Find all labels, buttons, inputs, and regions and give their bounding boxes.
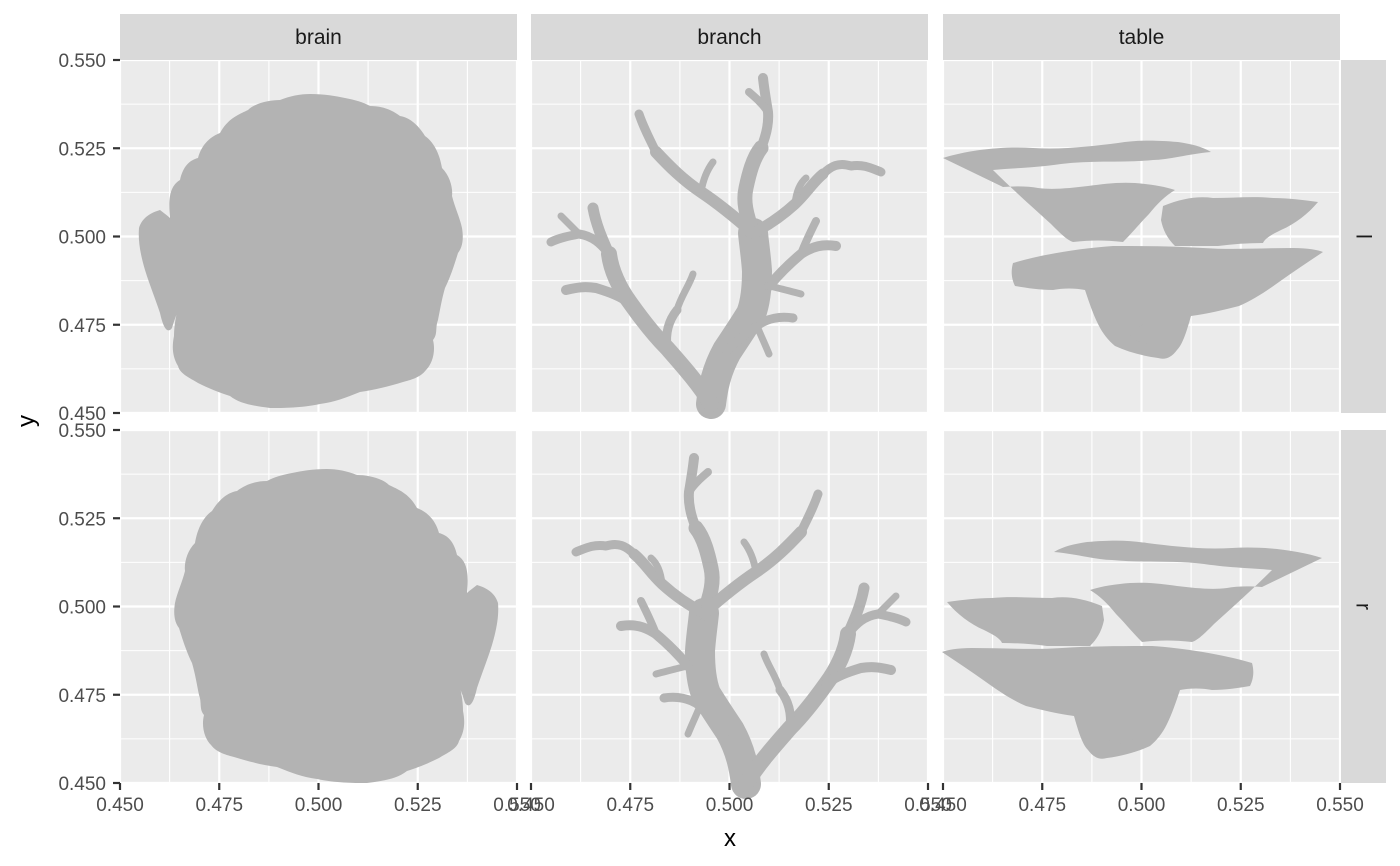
x-tick-label: 0.525 bbox=[394, 795, 442, 816]
y-tick-label: 0.500 bbox=[58, 228, 106, 249]
strips: brain branch table l r bbox=[120, 14, 1386, 783]
strip-label: brain bbox=[295, 26, 342, 49]
x-tick-label: 0.500 bbox=[706, 795, 754, 816]
strip-background bbox=[1341, 60, 1386, 413]
strip-r: r bbox=[1341, 430, 1386, 783]
strip-branch: branch bbox=[531, 14, 928, 60]
strip-background bbox=[120, 14, 517, 60]
x-tick-label: 0.525 bbox=[805, 795, 853, 816]
x-tick-label: 0.550 bbox=[1316, 795, 1364, 816]
strip-background bbox=[943, 14, 1340, 60]
y-tick-label: 0.475 bbox=[58, 316, 106, 337]
panel-table-r bbox=[941, 428, 1342, 785]
strip-background bbox=[531, 14, 928, 60]
x-tick-label: 0.475 bbox=[195, 795, 243, 816]
panels bbox=[118, 58, 1342, 785]
panel-table-l bbox=[941, 58, 1342, 415]
x-tick-label: 0.525 bbox=[1217, 795, 1265, 816]
strip-l: l bbox=[1341, 60, 1386, 413]
y-tick-label: 0.475 bbox=[58, 686, 106, 707]
strip-background bbox=[1341, 430, 1386, 783]
x-tick-label: 0.500 bbox=[1118, 795, 1166, 816]
x-axis-title: x bbox=[724, 825, 736, 852]
y-tick-label: 0.550 bbox=[58, 51, 106, 72]
panel-branch-l bbox=[529, 58, 930, 413]
panel-brain-l bbox=[118, 58, 519, 415]
x-tick-label: 0.550 bbox=[493, 795, 541, 816]
axes: 0.4500.4750.5000.5250.5500.4500.4750.500… bbox=[58, 51, 1363, 816]
strip-label: branch bbox=[697, 26, 761, 49]
x-tick-label: 0.450 bbox=[96, 795, 144, 816]
panel-brain-r bbox=[118, 428, 519, 785]
panel-branch-r bbox=[529, 428, 930, 784]
y-tick-label: 0.525 bbox=[58, 139, 106, 160]
strip-label: l bbox=[1352, 234, 1375, 239]
x-tick-label: 0.475 bbox=[1018, 795, 1066, 816]
y-axis-title: y bbox=[13, 415, 40, 427]
x-tick-label: 0.450 bbox=[919, 795, 967, 816]
x-tick-label: 0.500 bbox=[295, 795, 343, 816]
strip-brain: brain bbox=[120, 14, 517, 60]
y-tick-label: 0.450 bbox=[58, 404, 106, 425]
strip-label: table bbox=[1119, 26, 1165, 49]
strip-label: r bbox=[1352, 603, 1375, 610]
x-tick-label: 0.450 bbox=[507, 795, 555, 816]
x-tick-label: 0.550 bbox=[904, 795, 952, 816]
y-tick-label: 0.525 bbox=[58, 509, 106, 530]
y-tick-label: 0.550 bbox=[58, 421, 106, 442]
strip-table: table bbox=[943, 14, 1340, 60]
x-tick-label: 0.475 bbox=[606, 795, 654, 816]
y-tick-label: 0.500 bbox=[58, 598, 106, 619]
y-tick-label: 0.450 bbox=[58, 774, 106, 795]
